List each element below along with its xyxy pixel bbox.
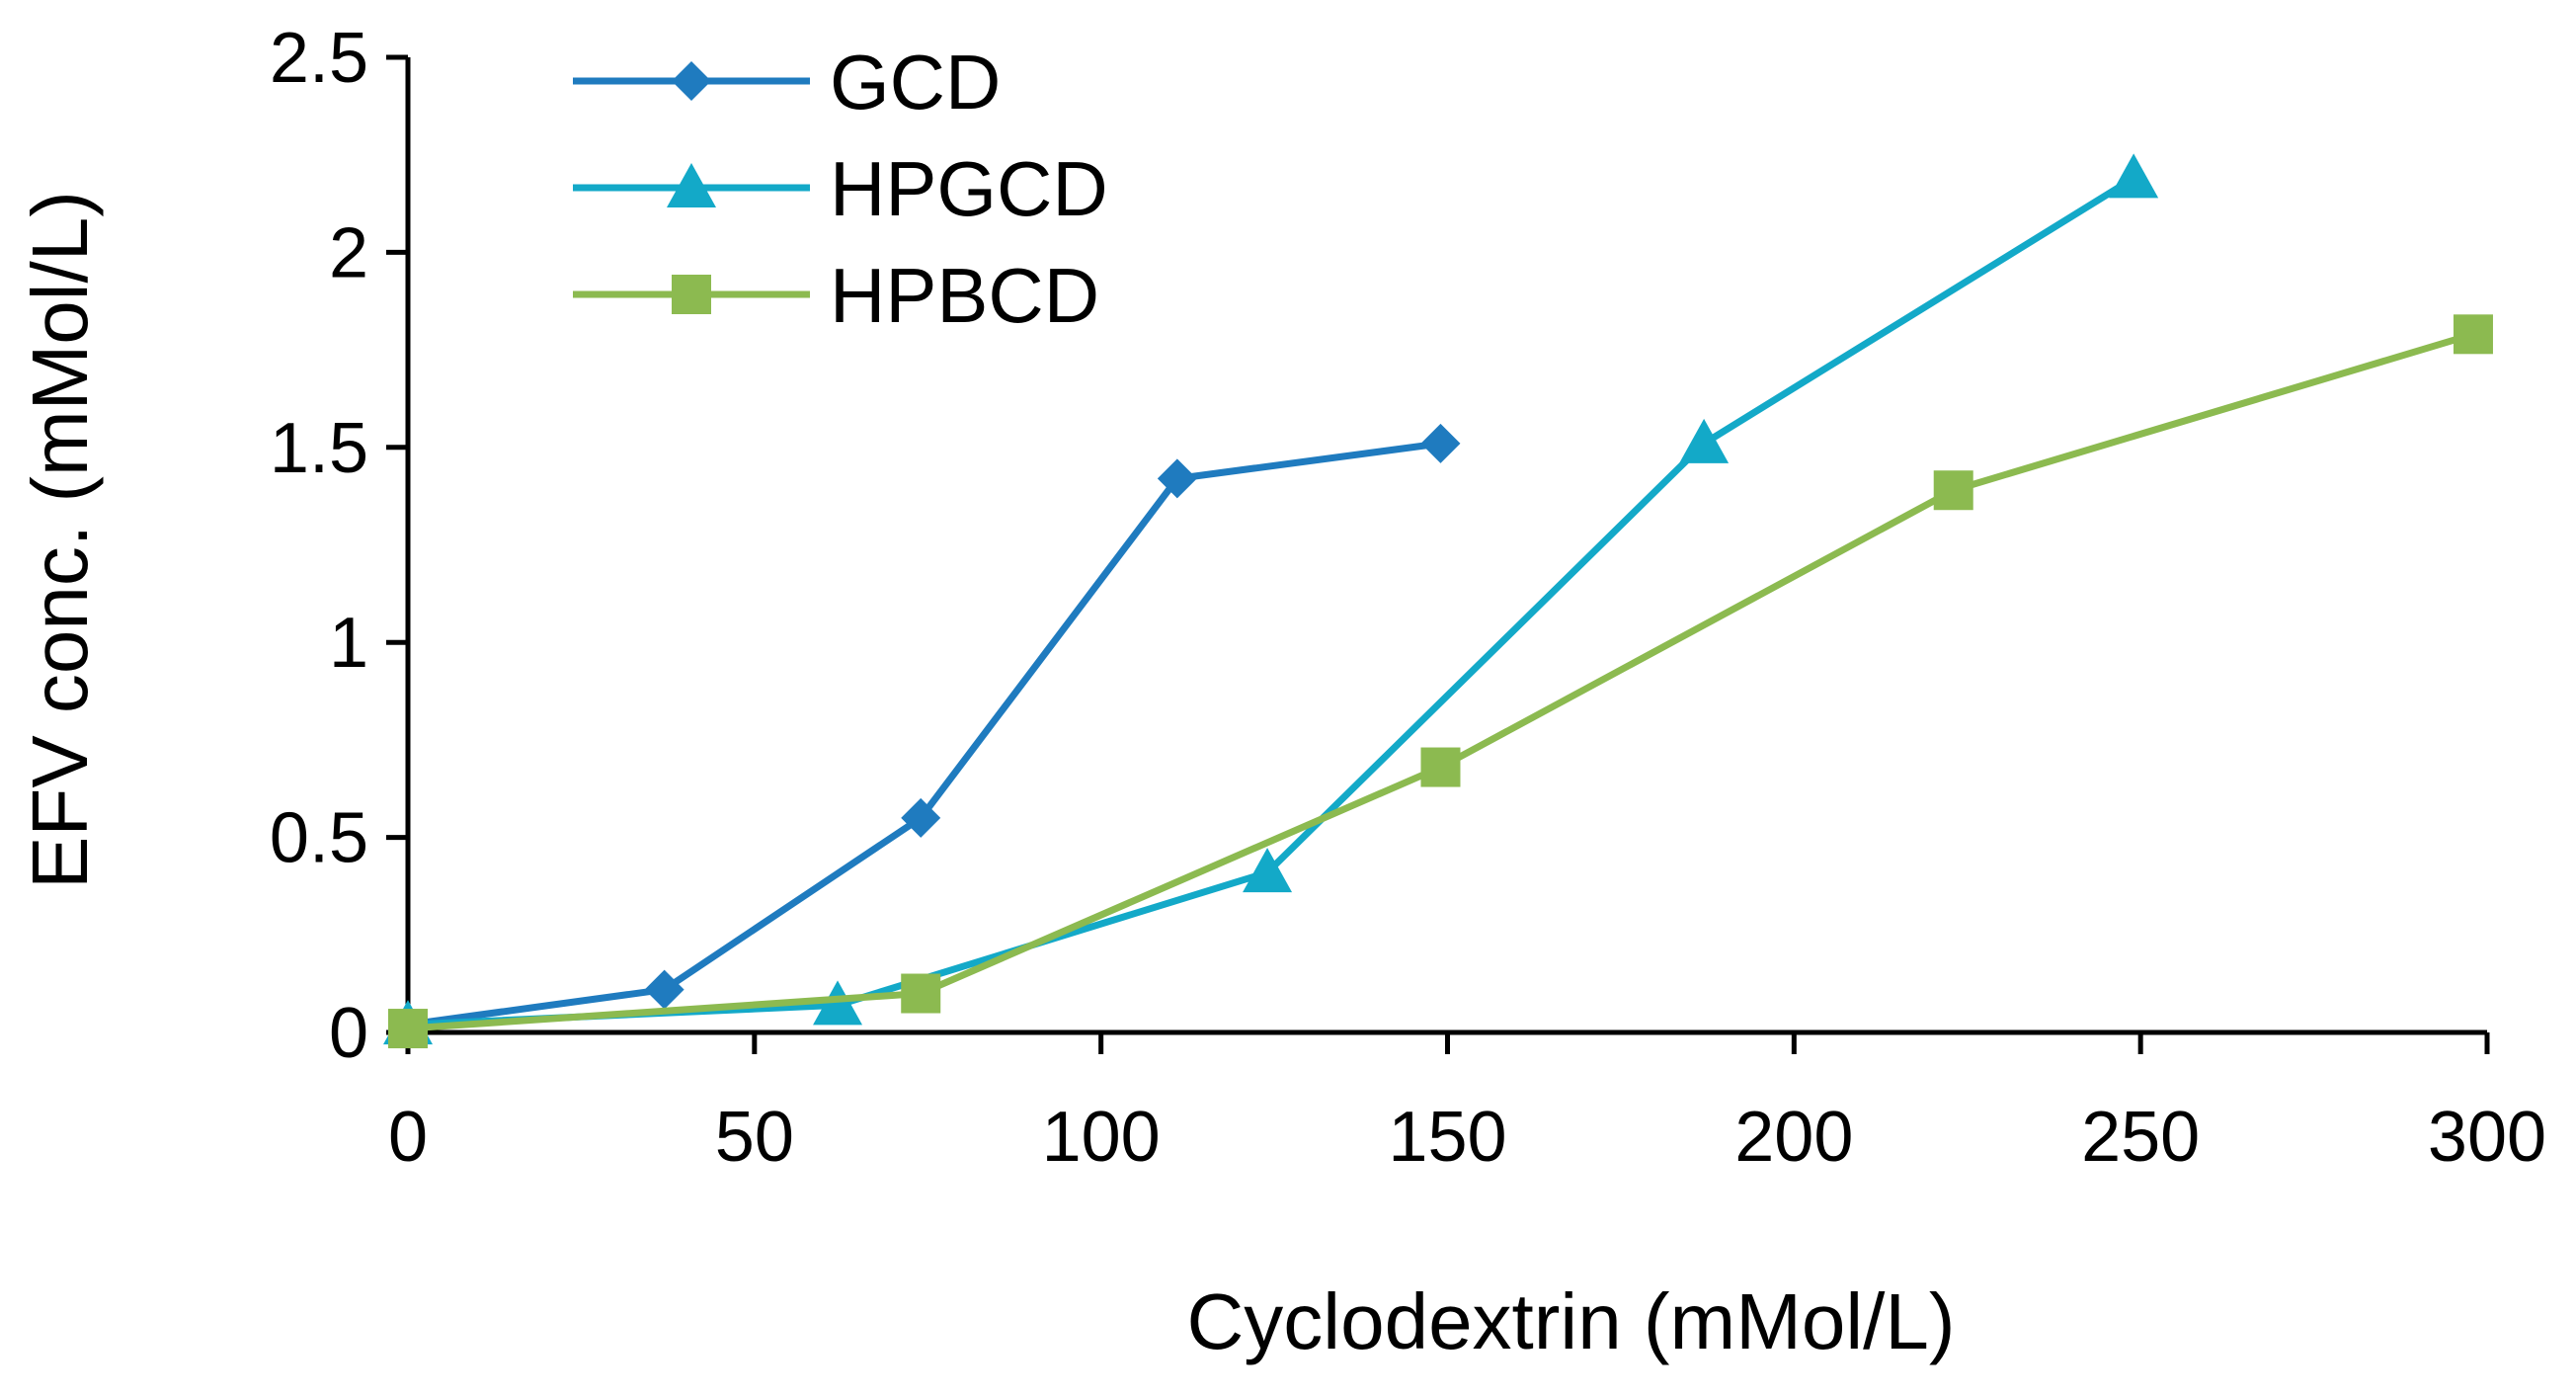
data-point-gcd	[1157, 458, 1197, 499]
data-point-hpgcd	[1679, 418, 1730, 463]
legend-item-hpbcd: HPBCD	[573, 252, 1099, 339]
legend-marker	[672, 61, 711, 101]
series-line-hpgcd	[407, 175, 2135, 1028]
legend: GCD HPGCD HPBCD	[573, 39, 1108, 339]
series-hpbcd	[388, 314, 2493, 1049]
x-tick-label: 250	[2081, 1098, 2200, 1177]
axes: 0 0.5 1 1.5 2 2.5 0 50 100 150 200 250 300	[270, 19, 2546, 1177]
series-gcd	[388, 423, 1461, 1045]
y-tick-label: 0	[329, 994, 368, 1073]
y-tick-label: 0.5	[270, 799, 368, 878]
legend-item-gcd: GCD	[573, 39, 1001, 125]
series-line-gcd	[407, 440, 1441, 1028]
y-tick-label: 1	[329, 604, 368, 683]
y-tick-label: 2	[329, 213, 368, 292]
data-point-hpbcd	[388, 1009, 428, 1049]
data-point-gcd	[901, 797, 941, 838]
series-hpgcd	[383, 153, 2159, 1045]
data-point-hpbcd	[2453, 314, 2493, 355]
legend-label: GCD	[830, 39, 1001, 125]
x-tick-label: 300	[2428, 1098, 2546, 1177]
series-layer	[383, 153, 2493, 1049]
data-point-gcd	[644, 969, 684, 1010]
data-point-hpbcd	[901, 973, 941, 1014]
x-tick-label: 0	[388, 1098, 428, 1177]
y-tick-label: 1.5	[270, 409, 368, 488]
legend-item-hpgcd: HPGCD	[573, 145, 1108, 232]
x-tick-label: 50	[715, 1098, 794, 1177]
data-point-hpgcd	[1243, 848, 1293, 893]
x-tick-label: 150	[1388, 1098, 1506, 1177]
y-axis-title: EFV conc. (mMol/L)	[16, 191, 104, 889]
x-tick-label: 200	[1734, 1098, 1853, 1177]
data-point-hpgcd	[2109, 153, 2159, 199]
x-axis-title: Cyclodextrin (mMol/L)	[1187, 1277, 1956, 1365]
legend-label: HPGCD	[830, 145, 1108, 232]
data-point-hpbcd	[1420, 747, 1461, 787]
data-point-hpgcd	[813, 980, 863, 1026]
data-point-hpbcd	[1933, 470, 1973, 511]
legend-label: HPBCD	[830, 252, 1099, 339]
legend-marker	[672, 275, 711, 314]
y-tick-label: 2.5	[270, 19, 368, 98]
x-tick-label: 100	[1042, 1098, 1161, 1177]
legend-marker	[667, 163, 716, 207]
data-point-gcd	[1420, 423, 1461, 463]
